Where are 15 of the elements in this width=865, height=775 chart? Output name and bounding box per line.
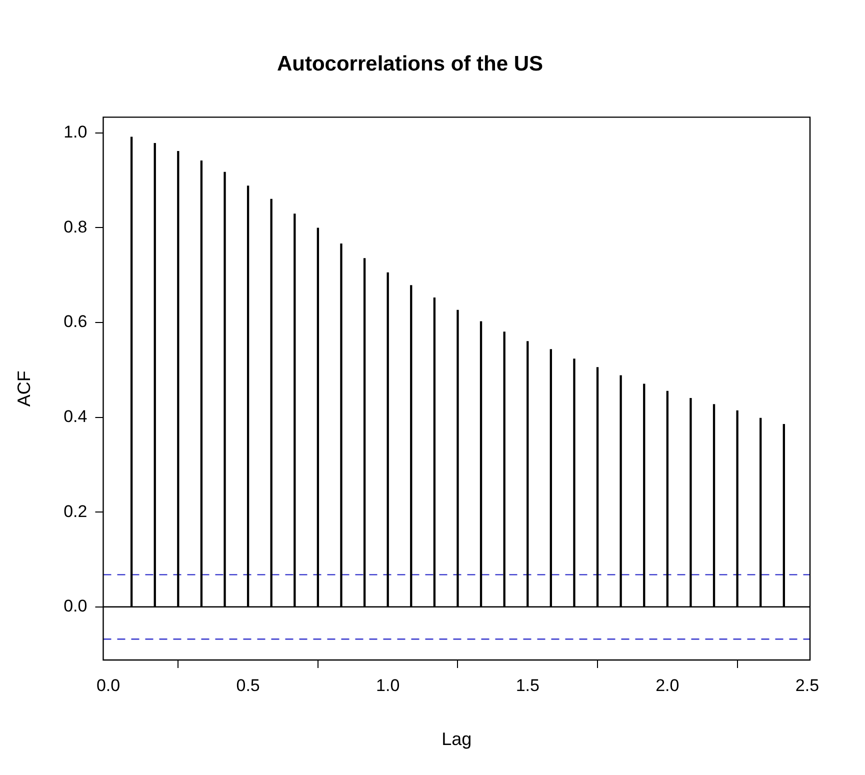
- y-tick-label: 0.0: [64, 596, 88, 616]
- x-tick-label: 2.5: [795, 676, 820, 695]
- y-tick-label: 0.2: [64, 502, 88, 521]
- x-tick-label: 0.0: [96, 676, 120, 695]
- x-tick-label: 0.5: [236, 676, 260, 695]
- x-axis-title: Lag: [442, 729, 472, 750]
- y-tick-label: 0.6: [64, 312, 88, 332]
- x-tick-label: 1.5: [516, 676, 540, 695]
- y-axis-title: ACF: [14, 370, 34, 407]
- y-tick-label: 1.0: [64, 122, 88, 142]
- y-tick-label: 0.8: [64, 217, 88, 236]
- y-tick-label: 0.4: [64, 406, 88, 426]
- x-tick-label: 1.0: [376, 676, 400, 695]
- x-tick-label: 2.0: [656, 676, 680, 695]
- chart-title: Autocorrelations of the US: [276, 52, 544, 76]
